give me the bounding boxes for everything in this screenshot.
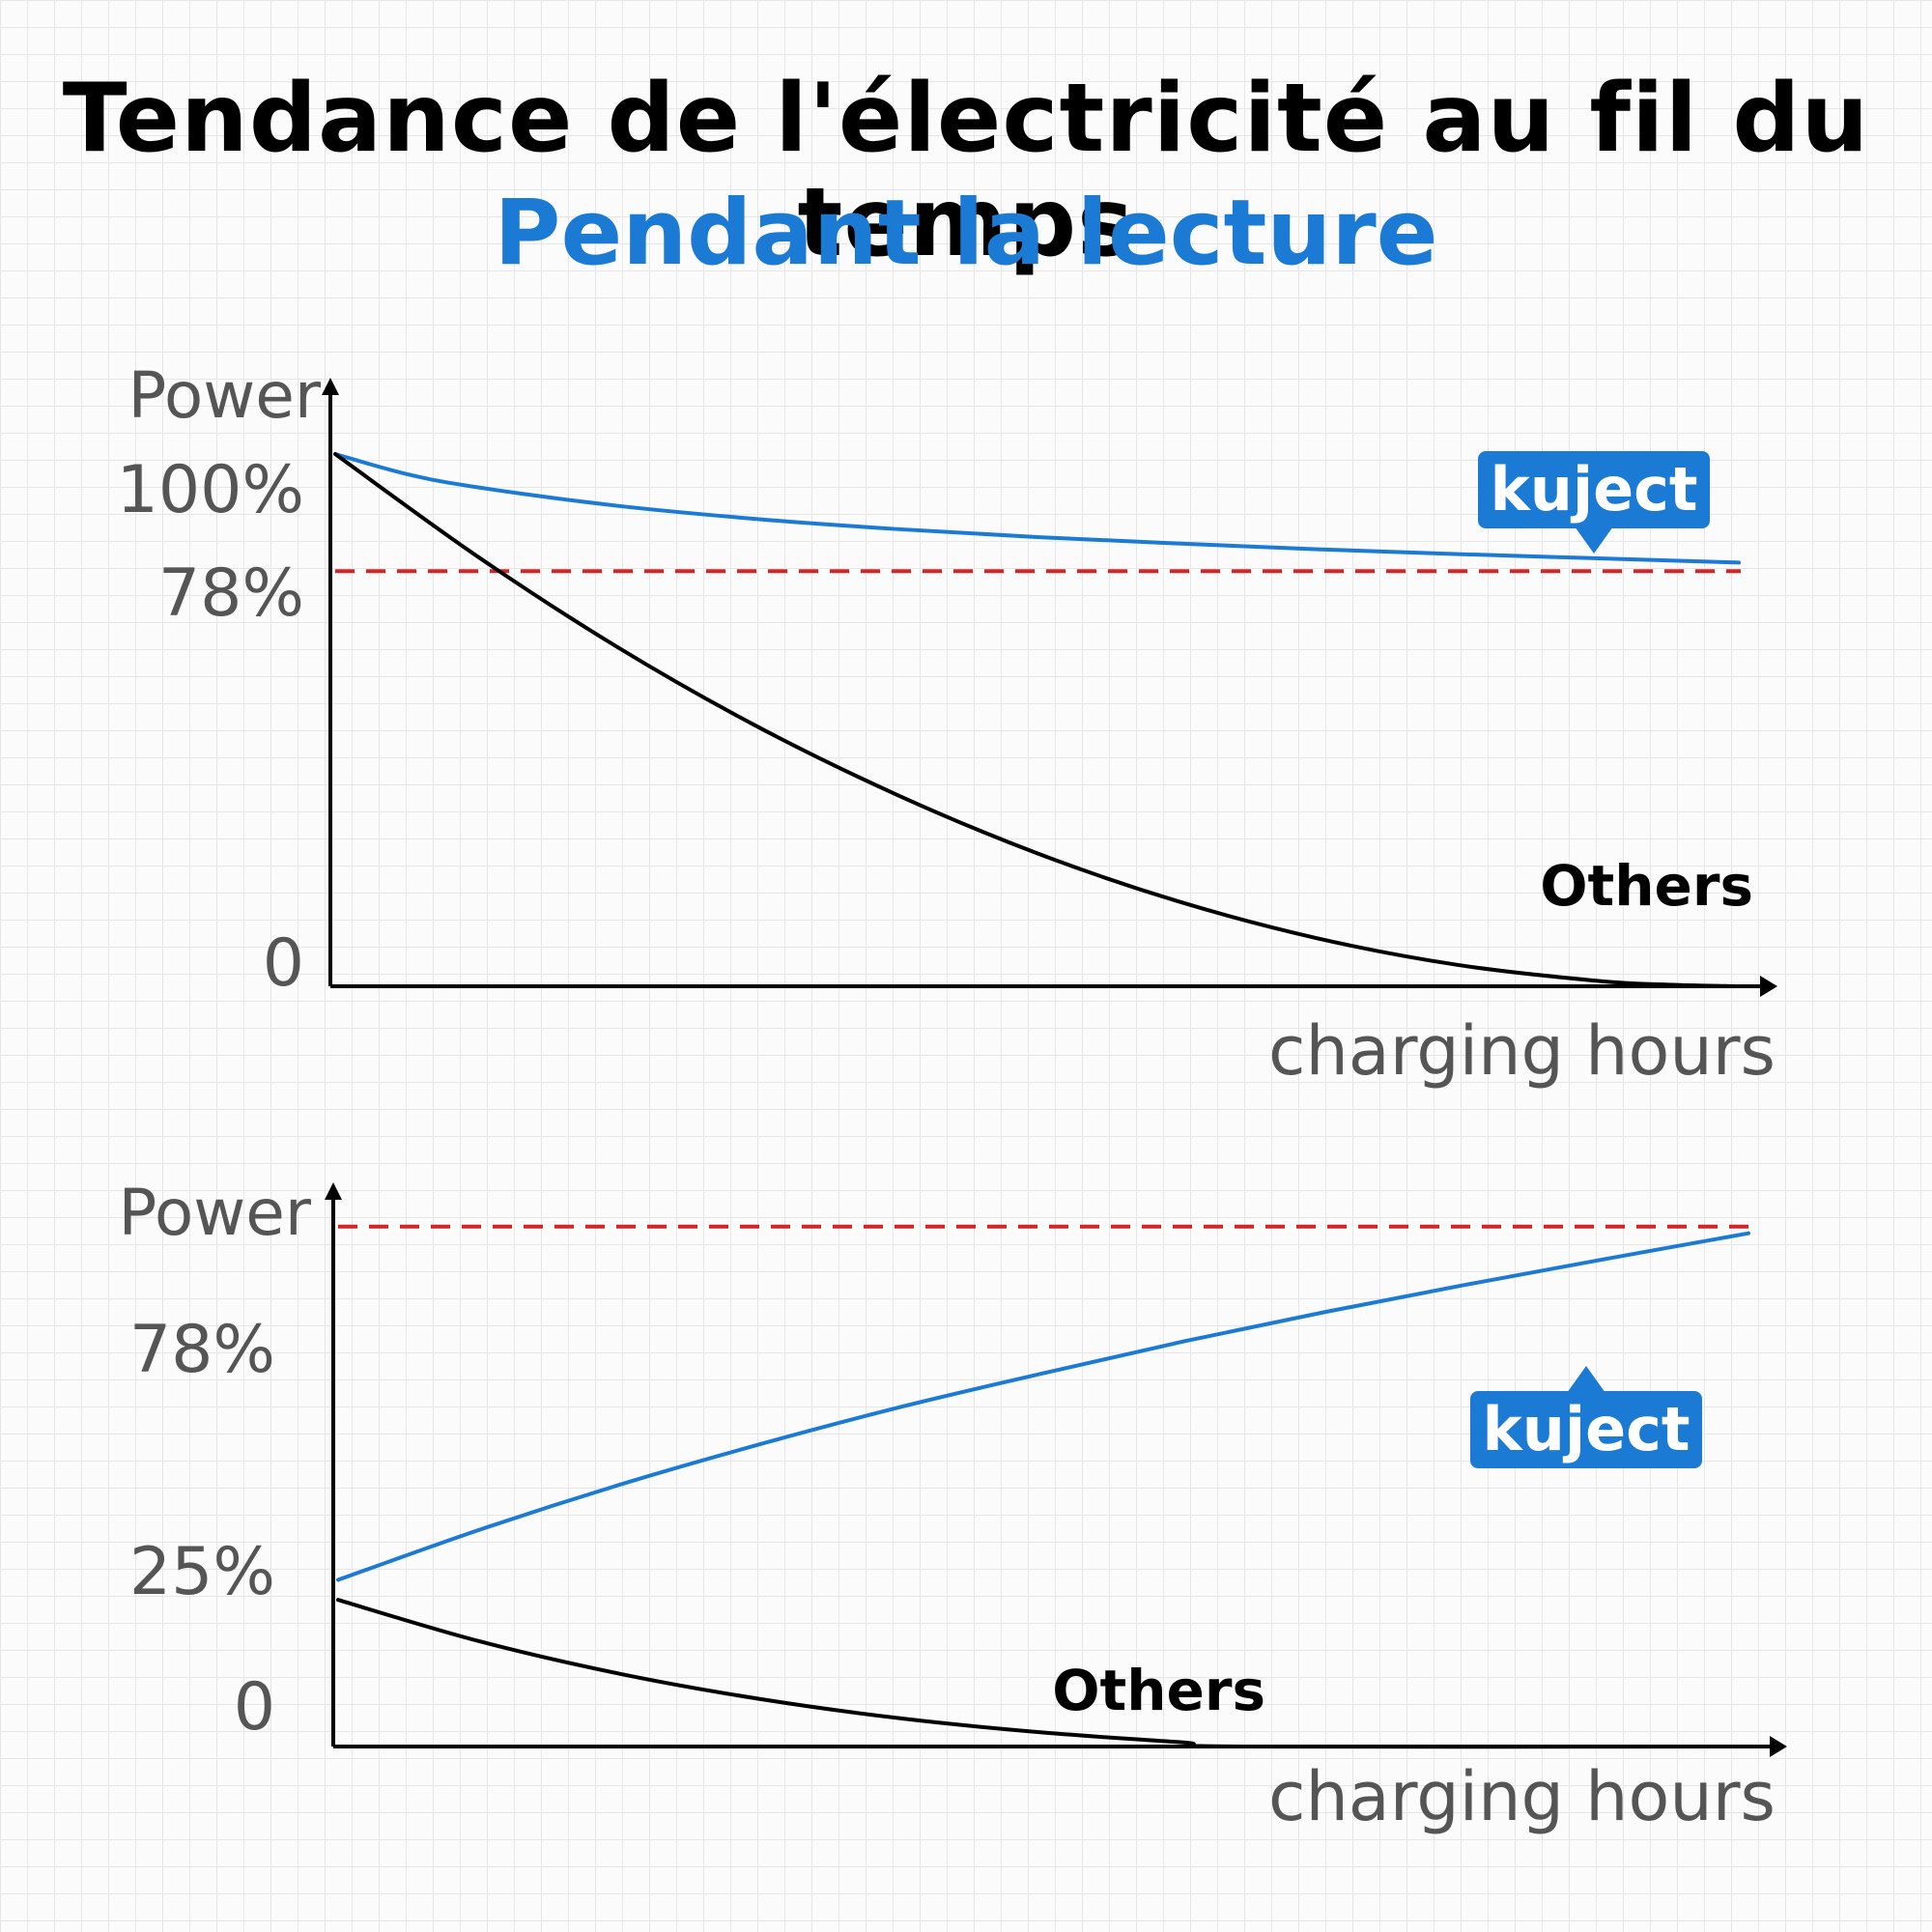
y-tick-label: 100% — [117, 452, 304, 528]
others-series-label: Others — [1540, 853, 1753, 919]
kuject-series-line — [336, 1231, 1750, 1582]
kuject-series-label: kuject — [1482, 1394, 1690, 1464]
kuject-legend-badge: kuject — [1478, 451, 1710, 554]
others-series-line — [336, 1598, 1750, 1749]
others-series-line — [333, 452, 1741, 988]
chart-title: Tendance de l'électricité au fil du temp… — [62, 64, 1870, 278]
top-chart: Power charging hours 100% 78% 0 kuject Others — [117, 358, 1777, 1091]
y-axis-arrow-icon — [325, 1182, 342, 1200]
bottom-chart: Power charging hours 78% 25% 0 kuject Others — [118, 1176, 1787, 1836]
y-tick-label: 0 — [263, 925, 304, 1002]
chart-subtitle: Pendant la lecture — [494, 181, 1438, 286]
y-axis-label: Power — [118, 1176, 311, 1250]
kuject-legend-badge: kuject — [1470, 1366, 1702, 1468]
y-tick-label: 0 — [234, 1669, 275, 1746]
y-axis-label: Power — [128, 358, 321, 433]
kuject-series-line — [333, 452, 1741, 565]
x-axis-arrow-icon — [1770, 1736, 1787, 1757]
x-axis-label: charging hours — [1268, 1757, 1776, 1836]
y-axis-arrow-icon — [322, 378, 339, 395]
x-axis-label: charging hours — [1268, 1011, 1776, 1091]
badge-box — [1478, 451, 1710, 528]
y-tick-label: 78% — [129, 1312, 275, 1388]
x-axis-arrow-icon — [1760, 976, 1777, 997]
kuject-series-label: kuject — [1490, 454, 1697, 525]
badge-pointer-icon — [1567, 1366, 1605, 1393]
badge-box — [1470, 1391, 1702, 1468]
badge-pointer-icon — [1575, 526, 1613, 554]
y-tick-label: 25% — [129, 1534, 275, 1610]
others-series-label: Others — [1052, 1658, 1265, 1723]
y-tick-label: 78% — [158, 555, 304, 632]
